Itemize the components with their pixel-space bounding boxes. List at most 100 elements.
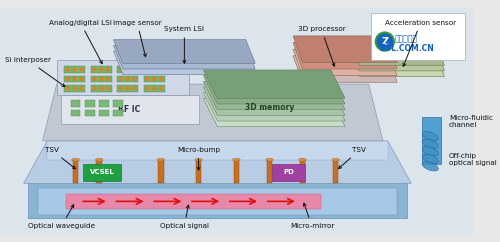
Text: Analog/digital LSI: Analog/digital LSI [49, 20, 112, 64]
FancyBboxPatch shape [117, 66, 138, 73]
Polygon shape [293, 36, 397, 62]
FancyBboxPatch shape [234, 160, 239, 183]
FancyBboxPatch shape [114, 110, 123, 116]
Text: Acceleration sensor: Acceleration sensor [385, 20, 456, 66]
Circle shape [146, 87, 149, 90]
FancyBboxPatch shape [64, 66, 85, 73]
Polygon shape [66, 194, 322, 209]
Polygon shape [114, 45, 256, 69]
FancyBboxPatch shape [83, 164, 121, 181]
Circle shape [74, 68, 76, 71]
Polygon shape [38, 188, 397, 215]
Circle shape [160, 68, 162, 71]
Circle shape [146, 77, 149, 80]
FancyBboxPatch shape [370, 13, 465, 61]
Circle shape [126, 77, 129, 80]
Text: VCSEL: VCSEL [90, 169, 114, 175]
Ellipse shape [422, 132, 438, 141]
FancyBboxPatch shape [71, 100, 81, 107]
Text: TSV: TSV [338, 147, 366, 169]
FancyBboxPatch shape [158, 160, 164, 183]
Text: System LSI: System LSI [164, 26, 204, 63]
Polygon shape [422, 117, 440, 165]
Polygon shape [56, 60, 189, 96]
Polygon shape [24, 141, 411, 183]
FancyBboxPatch shape [266, 160, 272, 183]
Circle shape [66, 77, 70, 80]
Circle shape [106, 77, 109, 80]
FancyBboxPatch shape [100, 100, 108, 107]
Polygon shape [293, 49, 397, 76]
Circle shape [80, 87, 82, 90]
Polygon shape [48, 141, 388, 160]
FancyBboxPatch shape [144, 85, 165, 92]
FancyBboxPatch shape [272, 164, 306, 181]
Text: PD: PD [283, 169, 294, 175]
Text: 中关村在线: 中关村在线 [395, 34, 418, 43]
Circle shape [152, 77, 156, 80]
Circle shape [106, 68, 109, 71]
Polygon shape [352, 48, 444, 71]
FancyBboxPatch shape [333, 160, 338, 183]
Polygon shape [204, 70, 345, 98]
FancyBboxPatch shape [64, 76, 85, 82]
Text: Off-chip
optical signal: Off-chip optical signal [449, 153, 497, 166]
Polygon shape [293, 43, 397, 69]
Polygon shape [114, 40, 256, 63]
Polygon shape [204, 81, 345, 110]
FancyBboxPatch shape [96, 160, 102, 183]
FancyBboxPatch shape [91, 66, 112, 73]
Polygon shape [352, 43, 444, 65]
Text: Optical waveguide: Optical waveguide [28, 205, 95, 229]
Ellipse shape [232, 158, 240, 161]
FancyBboxPatch shape [196, 160, 202, 183]
FancyBboxPatch shape [0, 7, 473, 235]
Circle shape [133, 77, 136, 80]
Ellipse shape [422, 139, 438, 148]
Circle shape [376, 32, 394, 51]
Circle shape [74, 87, 76, 90]
Text: Micro-fluidic
channel: Micro-fluidic channel [449, 115, 493, 129]
Polygon shape [352, 54, 444, 76]
Text: Image sensor: Image sensor [112, 20, 162, 57]
Circle shape [120, 77, 122, 80]
Circle shape [378, 34, 392, 49]
Ellipse shape [422, 154, 438, 163]
Circle shape [93, 87, 96, 90]
Circle shape [93, 68, 96, 71]
FancyBboxPatch shape [64, 85, 85, 92]
Text: Micro-bump: Micro-bump [177, 147, 220, 170]
Circle shape [93, 77, 96, 80]
FancyBboxPatch shape [144, 76, 165, 82]
Text: Z: Z [382, 37, 388, 46]
Circle shape [133, 68, 136, 71]
Text: Micro-mirror: Micro-mirror [290, 203, 334, 229]
Text: 3D memory: 3D memory [245, 103, 294, 112]
Circle shape [66, 87, 70, 90]
FancyBboxPatch shape [85, 100, 94, 107]
FancyBboxPatch shape [117, 76, 138, 82]
Polygon shape [114, 51, 256, 75]
Polygon shape [62, 96, 198, 124]
Circle shape [100, 87, 102, 90]
Ellipse shape [157, 158, 164, 161]
Circle shape [106, 87, 109, 90]
FancyBboxPatch shape [144, 66, 165, 73]
Circle shape [152, 68, 156, 71]
Text: ZOL.COM.CN: ZOL.COM.CN [379, 44, 434, 53]
Circle shape [160, 87, 162, 90]
FancyBboxPatch shape [100, 110, 108, 116]
Polygon shape [204, 93, 345, 121]
Polygon shape [204, 98, 345, 127]
FancyBboxPatch shape [71, 110, 81, 116]
FancyBboxPatch shape [85, 110, 94, 116]
Text: TSV: TSV [45, 147, 76, 169]
Circle shape [74, 77, 76, 80]
FancyBboxPatch shape [91, 85, 112, 92]
FancyBboxPatch shape [117, 85, 138, 92]
Ellipse shape [96, 158, 103, 161]
Text: Si interposer: Si interposer [6, 58, 65, 87]
Circle shape [146, 68, 149, 71]
Text: RF IC: RF IC [118, 105, 141, 114]
Circle shape [80, 77, 82, 80]
